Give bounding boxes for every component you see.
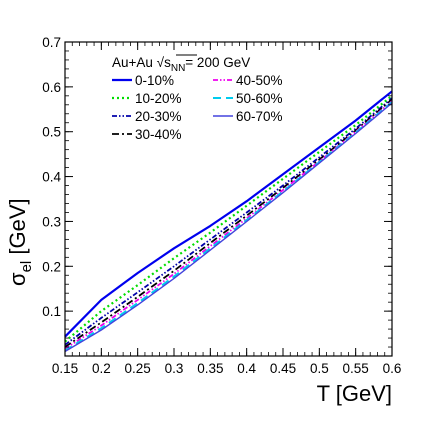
legend-label: 50-60% [236,91,283,106]
legend-header-sqrt: √ [157,55,165,70]
legend-label: 40-50% [236,73,283,88]
legend-header-s: s [164,55,171,70]
y-axis-title-symbol: σ [5,272,30,286]
legend-label: 20-30% [135,109,182,124]
series-line-10-20pct [64,94,393,343]
y-tick-label: 0.5 [42,125,61,140]
x-axis-title: T [GeV] [317,381,392,406]
y-tick-label: 0.4 [42,170,61,185]
legend-header-nn: NN [171,63,185,74]
axes-group [64,41,393,357]
y-axis-title-subscript: el [18,261,35,273]
x-tick-label: 0.3 [165,361,184,376]
series-line-50-60pct [64,101,393,352]
legend-label: 60-70% [236,109,283,124]
legend-label: 0-10% [135,73,174,88]
x-tick-label: 0.2 [92,361,111,376]
y-tick-label: 0.1 [42,304,61,319]
legend-header-system: Au+Au [112,55,157,70]
x-tick-label: 0.45 [270,361,296,376]
legend: Au+Au √sNN= 200 GeV0-10%10-20%20-30%30-4… [112,54,283,142]
plot-frame [64,41,393,357]
x-tick-label: 0.4 [237,361,256,376]
y-tick-label: 0.7 [42,35,61,50]
data-series-group [64,90,393,353]
ticks-group: 0.15 0.2 0.25 0.3 0.35 0.4 0.45 0.5 0.55 0.6 0.1 0.… [42,35,401,376]
y-axis-title-unit: [GeV] [5,198,30,260]
legend-header: Au+Au √sNN= 200 GeV [112,55,250,74]
series-line-30-40pct [64,98,393,348]
y-tick-label: 0.3 [42,214,61,229]
x-tick-label: 0.6 [383,361,402,376]
series-line-40-50pct [64,100,393,350]
legend-label: 30-40% [135,127,182,142]
legend-label: 10-20% [135,91,182,106]
x-tick-label: 0.15 [52,361,78,376]
series-line-20-30pct [64,97,393,346]
x-tick-label: 0.35 [197,361,223,376]
x-tick-label: 0.5 [310,361,329,376]
series-line-0-10pct [64,90,393,338]
y-tick-label: 0.6 [42,80,61,95]
legend-header-energy: = 200 GeV [185,55,250,70]
x-tick-label: 0.25 [125,361,151,376]
y-tick-label: 0.2 [42,259,61,274]
series-line-60-70pct [64,102,393,353]
x-tick-label: 0.55 [343,361,369,376]
y-axis-title: σel [GeV] [5,198,35,286]
